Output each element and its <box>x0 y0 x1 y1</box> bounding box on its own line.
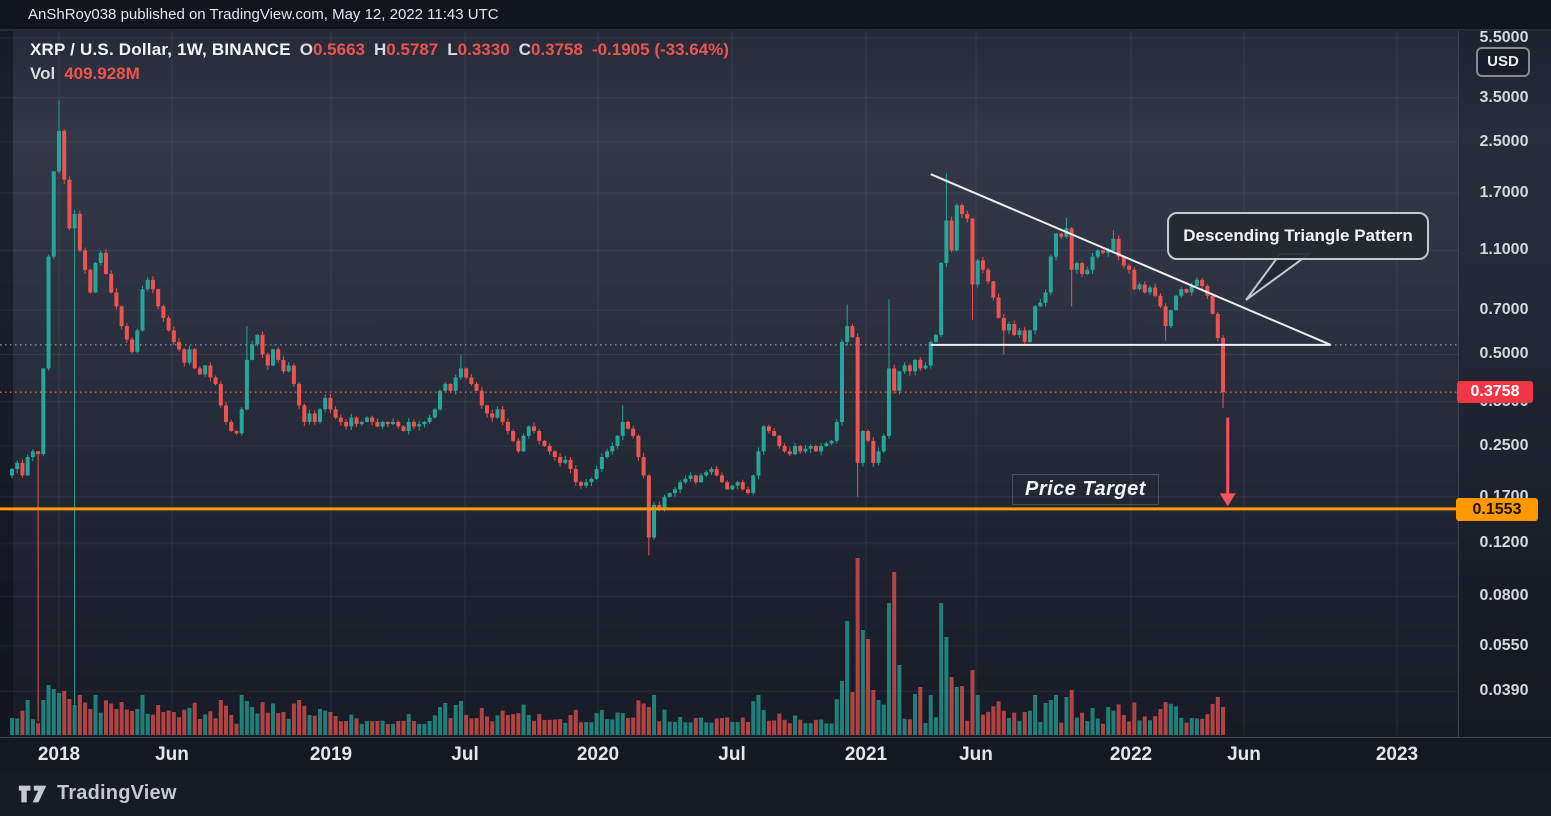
time-tick-label: Jun <box>959 744 993 765</box>
time-tick-label: 2019 <box>309 744 353 765</box>
change-value: -0.1905 (-33.64%) <box>591 40 729 59</box>
ohlc-open: O0.5663 <box>299 40 365 59</box>
price-tick-label: 0.5000 <box>1479 345 1529 363</box>
gridlines <box>0 31 1458 737</box>
symbol-title: XRP / U.S. Dollar, 1W, BINANCE <box>30 40 291 59</box>
ohlc-high: H0.5787 <box>373 40 439 59</box>
time-tick-label: 2018 <box>37 744 81 765</box>
chart-legend[interactable]: XRP / U.S. Dollar, 1W, BINANCE O0.5663 H… <box>30 40 729 84</box>
vol-value: 409.928M <box>64 64 140 83</box>
legend-row-volume: Vol 409.928M <box>30 64 729 84</box>
pane-texture <box>0 31 1458 737</box>
footer-bar: TradingView <box>0 771 1551 816</box>
ohlc-low: L0.3330 <box>447 40 510 59</box>
target-price-badge: 0.1553 <box>1456 497 1538 521</box>
time-tick-label: Jun <box>155 744 189 765</box>
price-tick-label: 0.0800 <box>1479 587 1529 605</box>
price-tick-label: 0.0390 <box>1479 682 1529 700</box>
price-target-label[interactable]: Price Target <box>1012 474 1159 505</box>
time-tick-label: Jul <box>451 744 479 765</box>
time-tick-label: 2021 <box>844 744 888 765</box>
price-tick-label: 0.7000 <box>1479 301 1529 319</box>
volume-series[interactable] <box>10 558 1226 735</box>
tradingview-logo-text[interactable]: TradingView <box>57 782 177 804</box>
price-tick-label: 0.2500 <box>1479 436 1529 454</box>
price-tick-label: 1.7000 <box>1479 183 1529 201</box>
published-text: AnShRoy038 published on TradingView.com,… <box>28 6 499 23</box>
price-tick-label: 0.0550 <box>1479 636 1529 654</box>
legend-row-symbol: XRP / U.S. Dollar, 1W, BINANCE O0.5663 H… <box>30 40 729 60</box>
currency-badge: USD <box>1476 47 1530 77</box>
price-tick-label: 1.1000 <box>1479 241 1529 259</box>
candle-series[interactable] <box>10 100 1226 722</box>
time-tick-label: Jun <box>1227 744 1261 765</box>
time-tick-label: 2022 <box>1109 744 1153 765</box>
price-tick-label: 2.5000 <box>1479 133 1529 151</box>
pattern-callout[interactable]: Descending Triangle Pattern <box>1167 212 1429 260</box>
published-bar: AnShRoy038 published on TradingView.com,… <box>0 0 1551 30</box>
descending-trendline[interactable] <box>930 173 1331 346</box>
ohlc-close: C0.3758 <box>518 40 583 59</box>
price-tick-label: 3.5000 <box>1479 88 1529 106</box>
last-price-badge: 0.3758 <box>1457 381 1533 404</box>
target-arrow-head <box>1219 493 1236 507</box>
tradingview-logo-icon[interactable] <box>18 782 48 806</box>
time-tick-label: Jul <box>718 744 746 765</box>
price-tick-label: 0.1200 <box>1479 533 1529 551</box>
price-tick-label: 5.5000 <box>1479 28 1529 46</box>
time-tick-label: 2023 <box>1375 744 1419 765</box>
vol-label: Vol <box>30 64 56 83</box>
time-tick-label: 2020 <box>576 744 620 765</box>
